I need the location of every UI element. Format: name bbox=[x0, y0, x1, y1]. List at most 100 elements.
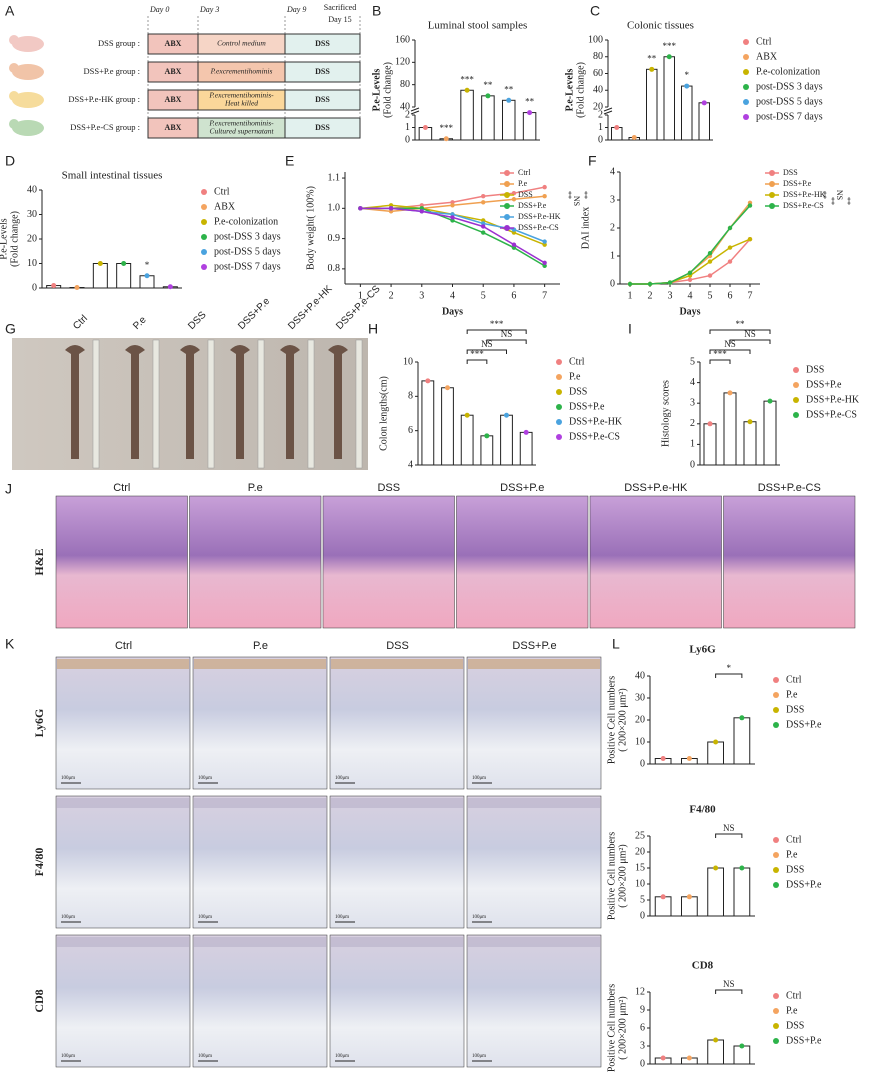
legend-label: DSS bbox=[518, 190, 533, 199]
legend-swatch bbox=[743, 69, 749, 75]
stage-box bbox=[284, 89, 361, 111]
legend-swatch bbox=[773, 677, 779, 683]
bar bbox=[480, 435, 494, 466]
ihc-image bbox=[55, 795, 191, 929]
legend-label: P.e bbox=[786, 689, 798, 700]
ruler bbox=[152, 339, 160, 469]
photo-label: DSS bbox=[186, 309, 209, 332]
timeline-label: Day 9 bbox=[286, 5, 306, 14]
y-tick-label: 60 bbox=[593, 68, 603, 79]
legend-swatch bbox=[201, 204, 207, 210]
timeline-label: Day 3 bbox=[199, 5, 219, 14]
significance-label: *** bbox=[460, 74, 474, 84]
bar-mean-dot bbox=[425, 378, 431, 384]
stage-label: P.excrementihominis bbox=[210, 67, 273, 76]
series-point bbox=[542, 263, 547, 269]
row-label: CD8 bbox=[32, 989, 46, 1012]
legend-swatch bbox=[769, 181, 775, 187]
ihc-stain bbox=[57, 659, 189, 669]
legend-label: post-DSS 5 days bbox=[756, 96, 823, 107]
bar-mean-dot bbox=[686, 1055, 692, 1061]
ihc-stain bbox=[468, 937, 600, 947]
scale-label: 100μm bbox=[472, 1054, 486, 1059]
y-axis-label: (Fold change) bbox=[575, 62, 586, 118]
colon-photo bbox=[230, 345, 250, 459]
bar-mean-dot bbox=[485, 93, 491, 99]
y-tick-label: 3 bbox=[610, 194, 615, 205]
bar-mean-dot bbox=[739, 715, 745, 721]
legend-label: DSS+P.e bbox=[786, 879, 822, 890]
row-label: H&E bbox=[32, 548, 46, 575]
x-tick-label: 1 bbox=[628, 290, 633, 301]
bar-mean-dot bbox=[484, 433, 490, 439]
significance-label: ** bbox=[564, 191, 573, 199]
column-label: DSS bbox=[386, 640, 409, 652]
panel-letter: G bbox=[5, 321, 16, 337]
legend-label: DSS bbox=[806, 364, 824, 375]
legend-swatch bbox=[773, 837, 779, 843]
legend-swatch bbox=[773, 852, 779, 858]
legend-label: DSS bbox=[569, 386, 587, 397]
panel-letter: J bbox=[5, 481, 12, 497]
bar-mean-dot bbox=[464, 87, 470, 93]
ruler bbox=[207, 339, 215, 469]
axis-break bbox=[603, 107, 613, 112]
ihc-stain bbox=[194, 659, 326, 669]
legend-label: DSS+P.e bbox=[518, 201, 547, 210]
comparison-label: NS bbox=[744, 329, 756, 339]
bar bbox=[421, 380, 435, 466]
legend-label: Ctrl bbox=[756, 36, 772, 47]
comparison-bracket bbox=[715, 833, 743, 838]
y-tick-label: 120 bbox=[395, 57, 410, 68]
bar bbox=[519, 431, 533, 466]
scale-label: 100μm bbox=[472, 915, 486, 920]
y-tick-label: 4 bbox=[408, 459, 413, 470]
legend-label: DSS+P.e bbox=[786, 1035, 822, 1046]
mouse-icon bbox=[9, 91, 19, 101]
bar bbox=[481, 95, 495, 141]
legend-swatch bbox=[769, 192, 775, 198]
bar-mean-dot bbox=[506, 97, 512, 103]
colon-photo bbox=[125, 345, 145, 459]
y-tick-label: 2 bbox=[405, 109, 410, 120]
photo-label: DSS+P.e bbox=[236, 296, 272, 332]
bar bbox=[733, 1045, 751, 1065]
bar-mean-dot bbox=[504, 412, 509, 418]
y-tick-label: 15 bbox=[635, 862, 645, 873]
x-tick-label: 7 bbox=[748, 290, 753, 301]
legend-label: P.e bbox=[786, 849, 798, 860]
chart-title: CD8 bbox=[692, 960, 714, 972]
y-tick-label: 0 bbox=[640, 758, 645, 769]
comparison-bracket bbox=[709, 329, 771, 334]
legend-label: Ctrl bbox=[786, 834, 802, 845]
legend-swatch bbox=[201, 219, 207, 225]
legend-swatch bbox=[773, 722, 779, 728]
bar-mean-dot bbox=[666, 54, 672, 60]
ihc-image bbox=[192, 656, 328, 790]
series-point bbox=[481, 194, 486, 199]
comparison-label: NS bbox=[501, 329, 513, 339]
legend-label: DSS bbox=[786, 704, 804, 715]
group-label: DSS+P.e-CS group : bbox=[70, 122, 140, 132]
legend-swatch bbox=[743, 99, 749, 105]
comparison-label: NS bbox=[724, 339, 736, 349]
he-image bbox=[322, 495, 455, 629]
series-point bbox=[419, 209, 424, 214]
significance-label: ** bbox=[483, 80, 493, 90]
legend-label: Ctrl bbox=[214, 186, 230, 197]
ihc-stain bbox=[331, 659, 463, 669]
legend-swatch bbox=[504, 181, 510, 187]
stage-box bbox=[284, 117, 361, 139]
bar bbox=[441, 387, 454, 466]
legend-label: post-DSS 7 days bbox=[214, 261, 281, 272]
comparison-label: *** bbox=[490, 319, 504, 329]
comparison-label: ** bbox=[736, 319, 746, 329]
legend-swatch bbox=[773, 692, 779, 698]
series-point bbox=[687, 270, 693, 275]
y-tick-label: 160 bbox=[395, 34, 410, 45]
bar-mean-dot bbox=[660, 1055, 666, 1061]
bar-mean-dot bbox=[443, 136, 449, 142]
bar bbox=[663, 56, 675, 141]
he-image bbox=[189, 495, 322, 629]
